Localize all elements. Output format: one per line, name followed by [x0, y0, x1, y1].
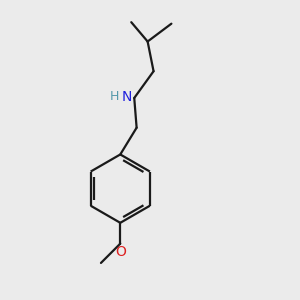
Text: N: N — [122, 89, 132, 103]
Text: H: H — [110, 90, 120, 103]
Text: O: O — [115, 245, 126, 259]
